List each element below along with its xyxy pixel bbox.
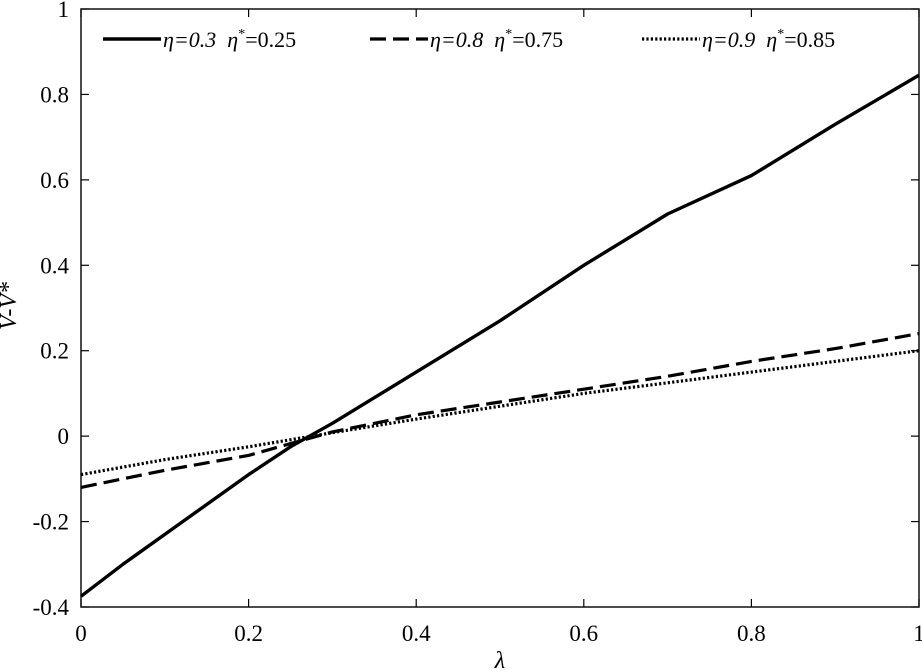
plot-area-frame: [80, 8, 920, 608]
x-tick-label: 1: [913, 621, 922, 646]
legend-eta-star: =0.75: [512, 27, 563, 52]
axis-ticks: 0 0.2 0.4 0.6 0.8 1 -0.4 -0.2 0 0.2 0.4 0.6 0.8 1: [33, 0, 922, 646]
legend: η=0.3 η*=0.25 η=0.8 η*=0.75 η=0.9 η*=0.85: [103, 27, 835, 52]
x-tick-label: 0.4: [402, 621, 431, 646]
legend-eta: η=0.3: [163, 27, 216, 52]
y-tick-label: 0.6: [40, 168, 69, 193]
legend-label: η=0.3 η*=0.25: [163, 27, 296, 52]
y-tick-label: 0.2: [40, 339, 69, 364]
x-tick-label: 0.8: [737, 621, 766, 646]
legend-eta: η=0.8: [430, 27, 483, 52]
legend-eta-star: =0.85: [784, 27, 835, 52]
x-tick-label: 0.6: [569, 621, 598, 646]
legend-eta: η=0.9: [702, 27, 755, 52]
legend-label: η=0.8 η*=0.75: [430, 27, 563, 52]
legend-eta-star: =0.25: [245, 27, 296, 52]
x-axis-title: λ: [494, 648, 505, 672]
legend-label: η=0.9 η*=0.85: [702, 27, 835, 52]
x-tick-label: 0: [75, 621, 87, 646]
x-tick-label: 0.2: [234, 621, 263, 646]
y-tick-label: 0.4: [40, 253, 69, 278]
series-line-solid: [79, 73, 920, 598]
y-tick-label: -0.4: [33, 595, 70, 620]
y-axis-title: V-V*: [0, 282, 22, 330]
y-tick-label: 0.8: [40, 82, 69, 107]
series-layer: [79, 73, 920, 598]
y-tick-label: 0: [58, 424, 70, 449]
series-line-dotted: [80, 349, 920, 477]
series-line-dashed: [80, 332, 920, 489]
y-tick-label: -0.2: [33, 510, 69, 535]
y-tick-label: 1: [58, 0, 70, 22]
